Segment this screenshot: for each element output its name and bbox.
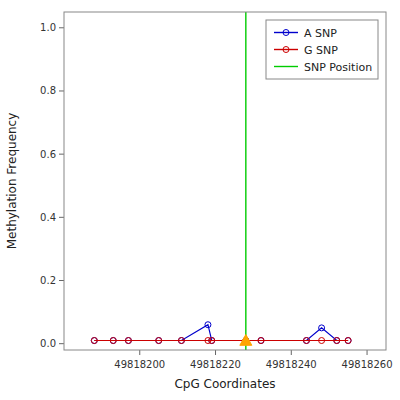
- snp-marker: [240, 335, 252, 346]
- y-tick-label: 1.0: [40, 22, 56, 33]
- series-line: [94, 340, 348, 341]
- y-tick-label: 0.4: [40, 212, 56, 223]
- y-axis-label: Methylation Frequency: [5, 113, 19, 250]
- y-tick-label: 0.8: [40, 85, 56, 96]
- data-point: [91, 338, 97, 344]
- legend: A SNP G SNP SNP Position: [266, 20, 378, 79]
- data-point: [319, 338, 325, 344]
- chart: 49818200 49818220 49818240 49818260 0.0 0.2 0.…: [0, 0, 400, 400]
- x-tick-label: 49818200: [114, 359, 165, 370]
- plot-frame: [64, 12, 386, 350]
- y-tick-label: 0.6: [40, 149, 56, 160]
- y-tick-label: 0.2: [40, 275, 56, 286]
- x-axis-label: CpG Coordinates: [174, 377, 275, 391]
- legend-swatch: [274, 32, 298, 33]
- x-tick: [139, 350, 140, 355]
- data-point: [334, 338, 340, 344]
- x-tick-label: 49818260: [342, 359, 393, 370]
- y-tick: [59, 154, 64, 155]
- data-point: [110, 338, 116, 344]
- y-tick: [59, 217, 64, 218]
- legend-marker: [283, 47, 289, 53]
- data-point: [178, 338, 184, 344]
- y-tick: [59, 280, 64, 281]
- data-point: [205, 322, 211, 328]
- legend-label: A SNP: [304, 27, 337, 40]
- data-point: [258, 338, 264, 344]
- data-point: [319, 325, 325, 331]
- x-tick: [291, 350, 292, 355]
- x-tick: [215, 350, 216, 355]
- y-tick: [59, 27, 64, 28]
- data-point: [345, 338, 351, 344]
- x-tick-label: 49818240: [266, 359, 317, 370]
- legend-swatch: [274, 66, 298, 67]
- x-tick-label: 49818220: [190, 359, 241, 370]
- data-point: [156, 338, 162, 344]
- legend-swatch: [274, 49, 298, 50]
- legend-label: SNP Position: [304, 61, 372, 74]
- series-line: [94, 325, 348, 341]
- snp-position-line: [245, 12, 246, 350]
- plot-area: [64, 12, 386, 350]
- legend-box: [266, 20, 378, 79]
- x-tick: [367, 350, 368, 355]
- data-point: [125, 338, 131, 344]
- legend-marker: [283, 30, 289, 36]
- y-tick-label: 0.0: [40, 338, 56, 349]
- y-tick: [59, 90, 64, 91]
- y-tick: [59, 343, 64, 344]
- legend-label: G SNP: [304, 44, 338, 57]
- data-point: [303, 338, 309, 344]
- data-point: [209, 338, 215, 344]
